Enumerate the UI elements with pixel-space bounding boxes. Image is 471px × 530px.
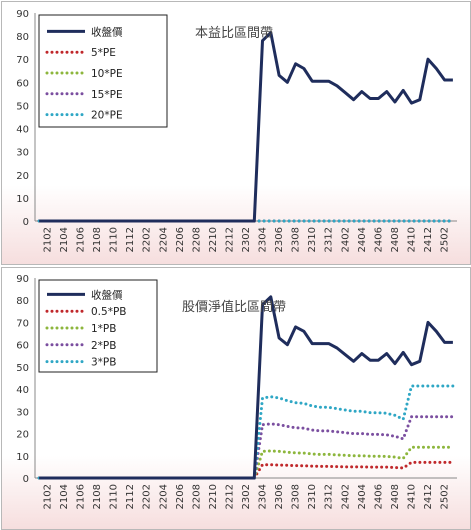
x-tick-label: 2408 xyxy=(390,227,401,252)
x-tick-label: 2208 xyxy=(191,227,202,252)
legend-label-4: 20*PE xyxy=(91,110,123,122)
x-tick-label: 2502 xyxy=(440,227,451,252)
x-tick-label: 2212 xyxy=(224,484,235,509)
x-tick-label: 2302 xyxy=(241,227,252,252)
x-tick-label: 2306 xyxy=(274,227,285,252)
x-tick-label: 2304 xyxy=(258,227,269,252)
legend-box xyxy=(38,14,168,128)
pe-band-chart: 0 10 20 30 40 50 60 70 80 90 2102 2104 2106 2108 2110 2… xyxy=(16,9,457,252)
x-tick-label: 2110 xyxy=(109,227,120,252)
legend-label-2: 10*PE xyxy=(91,68,123,80)
x-tick-label: 2210 xyxy=(208,227,219,252)
x-tick-label: 2302 xyxy=(241,484,252,509)
y-tick-label: 0 xyxy=(23,217,29,228)
x-tick-label: 2206 xyxy=(175,227,186,252)
legend: 收盤價 5*PE 10*PE 15*PE 20*PE xyxy=(38,14,168,128)
y-tick-label: 70 xyxy=(16,55,29,66)
x-tick-label: 2312 xyxy=(324,227,335,252)
x-tick-label: 2412 xyxy=(423,227,434,252)
series-line-3 xyxy=(37,415,455,480)
y-tick-label: 60 xyxy=(16,341,29,352)
pb-band-chart-panel: 0 10 20 30 40 50 60 70 80 90 2102 2104 2106 2108 2110 2… xyxy=(1,267,471,530)
x-tick-label: 2208 xyxy=(191,484,202,509)
x-tick-label: 2402 xyxy=(340,227,351,252)
y-tick-label: 90 xyxy=(16,274,29,285)
x-tick-label: 2106 xyxy=(76,484,87,509)
x-tick-label: 2204 xyxy=(158,227,169,252)
x-tick-label: 2202 xyxy=(142,484,153,509)
x-tick-label: 2404 xyxy=(357,227,368,252)
x-tick-label: 2306 xyxy=(274,484,285,509)
y-tick-label: 20 xyxy=(16,430,29,441)
x-tick-label: 2404 xyxy=(357,484,368,509)
pb-band-chart: 0 10 20 30 40 50 60 70 80 90 2102 2104 2106 2108 2110 2… xyxy=(16,274,457,509)
y-tick-label: 10 xyxy=(16,452,29,463)
y-tick-label: 90 xyxy=(16,9,29,20)
x-tick-label: 2106 xyxy=(76,227,87,252)
y-tick-label: 10 xyxy=(16,194,29,205)
x-tick-label: 2110 xyxy=(109,484,120,509)
legend-label-1: 5*PE xyxy=(91,47,116,59)
x-tick-label: 2108 xyxy=(92,484,103,509)
x-tick-label: 2108 xyxy=(92,227,103,252)
y-tick-label: 50 xyxy=(16,101,29,112)
x-tick-label: 2212 xyxy=(224,227,235,252)
legend-label-3: 15*PE xyxy=(91,89,123,101)
x-tick-label: 2412 xyxy=(423,484,434,509)
legend-label-0: 收盤價 xyxy=(91,25,123,38)
x-tick-label: 2408 xyxy=(390,484,401,509)
x-tick-label: 2204 xyxy=(158,484,169,509)
x-tick-label: 2112 xyxy=(125,227,136,252)
series-line-1 xyxy=(37,460,455,480)
x-tick-label: 2104 xyxy=(59,227,70,252)
x-tick-label: 2406 xyxy=(373,484,384,509)
series-line-0 xyxy=(39,31,453,223)
x-tick-label: 2410 xyxy=(406,227,417,252)
y-tick-label: 40 xyxy=(16,385,29,396)
x-tick-label: 2210 xyxy=(208,484,219,509)
y-tick-label: 0 xyxy=(23,474,29,485)
x-tick-label: 2410 xyxy=(406,484,417,509)
x-tick-label: 2310 xyxy=(307,227,318,252)
x-tick-label: 2202 xyxy=(142,227,153,252)
y-tick-label: 60 xyxy=(16,78,29,89)
x-tick-label: 2206 xyxy=(175,484,186,509)
y-tick-label: 70 xyxy=(16,318,29,329)
x-tick-label: 2402 xyxy=(340,484,351,509)
y-tick-label: 40 xyxy=(16,125,29,136)
legend-label-1: 0.5*PB xyxy=(91,306,126,318)
series-line-0 xyxy=(39,295,453,480)
y-tick-label: 80 xyxy=(16,296,29,307)
x-tick-label: 2112 xyxy=(125,484,136,509)
chart-title: 本益比區間帶 xyxy=(195,26,273,41)
y-tick-label: 80 xyxy=(16,32,29,43)
legend-label-2: 1*PB xyxy=(91,323,116,335)
legend-label-0: 收盤價 xyxy=(91,288,123,301)
x-tick-label: 2104 xyxy=(59,484,70,509)
legend: 收盤價 0.5*PB 1*PB 2*PB 3*PB xyxy=(38,279,158,373)
legend-label-4: 3*PB xyxy=(91,357,116,369)
x-tick-label: 2102 xyxy=(42,227,53,252)
legend-label-3: 2*PB xyxy=(91,340,116,352)
series-line-2 xyxy=(37,445,455,480)
x-tick-label: 2102 xyxy=(42,484,53,509)
x-tick-label: 2406 xyxy=(373,227,384,252)
x-tick-label: 2502 xyxy=(440,484,451,509)
y-tick-label: 20 xyxy=(16,171,29,182)
x-tick-label: 2304 xyxy=(258,484,269,509)
y-tick-label: 30 xyxy=(16,148,29,159)
x-tick-label: 2312 xyxy=(324,484,335,509)
pe-band-chart-panel: 0 10 20 30 40 50 60 70 80 90 2102 2104 2106 2108 2110 2… xyxy=(1,1,471,265)
x-tick-label: 2308 xyxy=(291,484,302,509)
x-tick-label: 2308 xyxy=(291,227,302,252)
chart-title: 股價淨值比區間帶 xyxy=(182,299,286,315)
y-tick-label: 30 xyxy=(16,407,29,418)
x-tick-label: 2310 xyxy=(307,484,318,509)
y-tick-label: 50 xyxy=(16,363,29,374)
series-line-4 xyxy=(37,384,455,480)
